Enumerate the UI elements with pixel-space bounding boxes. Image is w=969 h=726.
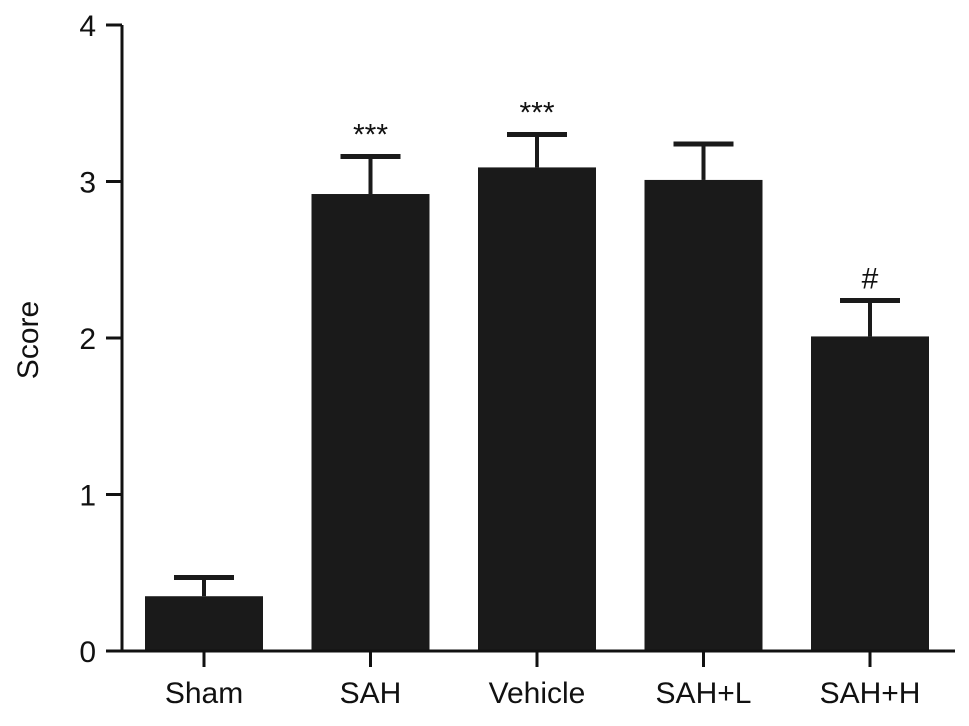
y-axis-title: Score: [12, 301, 45, 379]
bar-2: [478, 167, 596, 652]
x-axis: Sham SAH Vehicle SAH+L SAH+H: [122, 649, 955, 710]
x-tick-label-1: SAH: [340, 677, 402, 710]
y-tick-label-1: 1: [79, 480, 96, 513]
bar-4: [811, 336, 929, 651]
y-tick-label-3: 3: [79, 167, 96, 200]
y-tick-label-4: 4: [79, 10, 96, 43]
significance-label-4: #: [862, 262, 879, 295]
x-tick-label-2: Vehicle: [489, 677, 586, 710]
y-axis: 0 1 2 3 4: [79, 10, 124, 669]
y-tick-label-2: 2: [79, 323, 96, 356]
bar-1: [311, 194, 430, 651]
x-tick-label-4: SAH+H: [820, 677, 921, 710]
y-tick-label-0: 0: [79, 636, 96, 669]
significance-label-2: ***: [519, 97, 554, 130]
bar-0: [145, 596, 263, 651]
x-tick-label-3: SAH+L: [656, 677, 752, 710]
x-tick-label-0: Sham: [165, 677, 243, 710]
significance-label-1: ***: [353, 118, 388, 151]
bar-3: [644, 179, 763, 651]
error-bars-group: [174, 132, 900, 597]
annotations-group: *** *** #: [353, 97, 879, 296]
bars-group: [145, 167, 929, 652]
